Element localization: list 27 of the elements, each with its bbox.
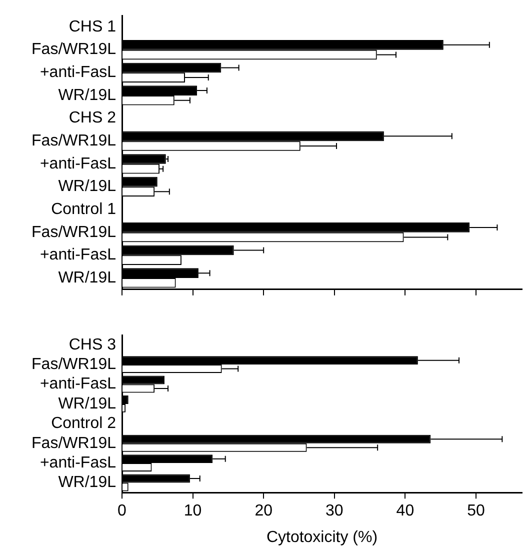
y-tick-label: Fas/WR19L [32,224,116,241]
y-tick-label: WR/19L [58,474,116,492]
y-tick-label: +anti-FasL [40,454,116,472]
y-tick-label: CHS 2 [68,110,116,127]
y-tick-label: Fas/WR19L [32,434,116,452]
x-tick-label: 40 [396,502,414,520]
y-tick-label: +anti-FasL [40,155,116,172]
y-tick-label: Fas/WR19L [32,132,116,150]
y-tick-label: +anti-FasL [40,376,116,393]
y-tick-label: Control 2 [51,415,116,432]
y-tick-label: CHS 1 [68,18,116,36]
x-axis-title: Cytotoxicity (%) [266,528,378,546]
x-tick-label: 30 [325,502,344,520]
y-tick-label: +anti-FasL [40,64,116,82]
y-tick-label: +anti-FasL [40,246,116,264]
y-tick-label: Fas/WR19L [32,41,116,58]
y-tick-label: Control 1 [51,200,116,218]
x-tick-label: 0 [118,502,127,520]
y-tick-label: Fas/WR19L [32,356,116,373]
y-tick-label: CHS 3 [68,336,116,354]
y-tick-label: WR/19L [58,269,116,286]
x-tick-label: 10 [184,502,202,520]
y-tick-label: WR/19L [58,178,116,196]
y-tick-label: WR/19L [58,86,116,104]
y-tick-label: WR/19L [58,395,116,412]
x-tick-label: 20 [254,502,273,520]
x-tick-label: 50 [467,502,485,520]
